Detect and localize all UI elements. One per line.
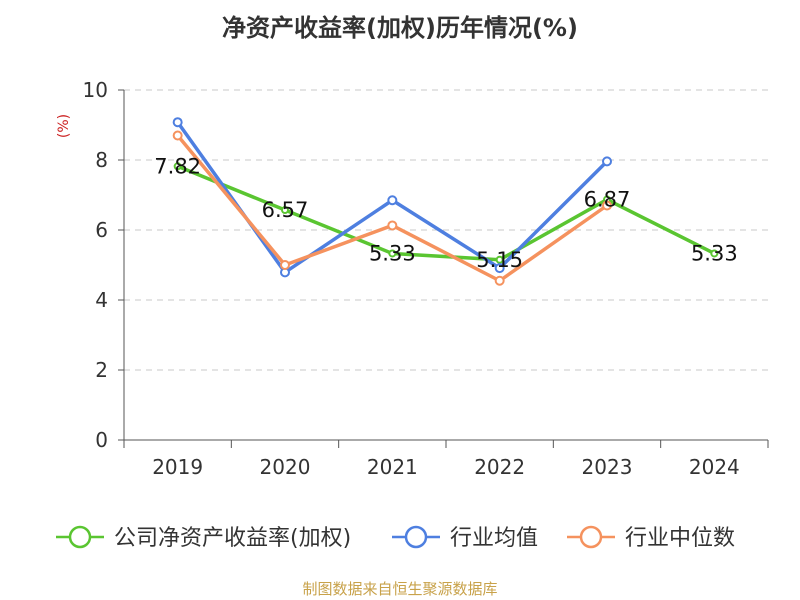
series-2-point-2023 [602,200,612,211]
series-1-point-2022 [494,263,505,274]
series-1-point-2023 [602,156,612,167]
legend: 公司净资产收益率(加权) 行业均值 行业中位数 [56,525,735,551]
x-tick-label-2019: 2019 [152,455,203,479]
legend-marker-2 [579,525,603,549]
y-tick-label-8: 8 [95,148,108,172]
axes: 0 2 4 6 8 10 2019 2020 2021 2022 2023 2024 [83,78,769,479]
data-label-2019: 7.82 [154,154,201,178]
series-line-0 [177,164,716,262]
x-tick-label-2022: 2022 [474,455,525,479]
data-label-2024: 5.33 [691,241,738,265]
series-0-point-2022 [495,255,504,264]
legend-marker-0 [68,525,92,549]
data-label-2021: 5.33 [369,241,416,265]
data-labels: 7.82 6.57 5.33 5.15 6.87 5.33 [154,154,737,271]
series-0-point-2019 [173,162,182,171]
x-tick-label-2020: 2020 [260,455,311,479]
data-label-2023: 6.87 [584,188,631,212]
series-lines [172,117,719,286]
x-tick-label-2023: 2023 [582,455,633,479]
series-0-point-2020 [281,206,289,215]
legend-label-0: 公司净资产收益率(加权) [114,526,351,551]
y-tick-label-0: 0 [95,428,108,452]
source-note: 制图数据来自恒生聚源数据库 [302,580,497,598]
legend-marker-1 [404,525,428,549]
legend-label-1: 行业均值 [450,526,538,551]
series-2-point-2022 [494,275,505,286]
y-axis-label: (%) [56,114,72,138]
series-1-point-2021 [387,195,398,206]
series-2-point-2020 [280,260,290,270]
y-tick-label-2: 2 [95,358,108,382]
grid-lines [124,89,768,371]
series-0-point-2021 [388,249,397,258]
legend-label-2: 行业中位数 [625,526,735,551]
series-0-point-2024 [710,249,719,258]
series-2-point-2021 [387,220,398,231]
y-tick-label-6: 6 [95,218,108,242]
chart-title: 净资产收益率(加权)历年情况(%) [222,14,578,42]
series-1-point-2019 [172,117,183,128]
x-tick-label-2024: 2024 [689,455,740,479]
data-label-2022: 5.15 [476,248,523,272]
y-tick-label-4: 4 [95,288,108,312]
x-tick-label-2021: 2021 [367,455,418,479]
y-tick-label-10: 10 [83,78,108,102]
series-2-point-2019 [172,130,183,141]
data-label-2020: 6.57 [262,198,309,222]
